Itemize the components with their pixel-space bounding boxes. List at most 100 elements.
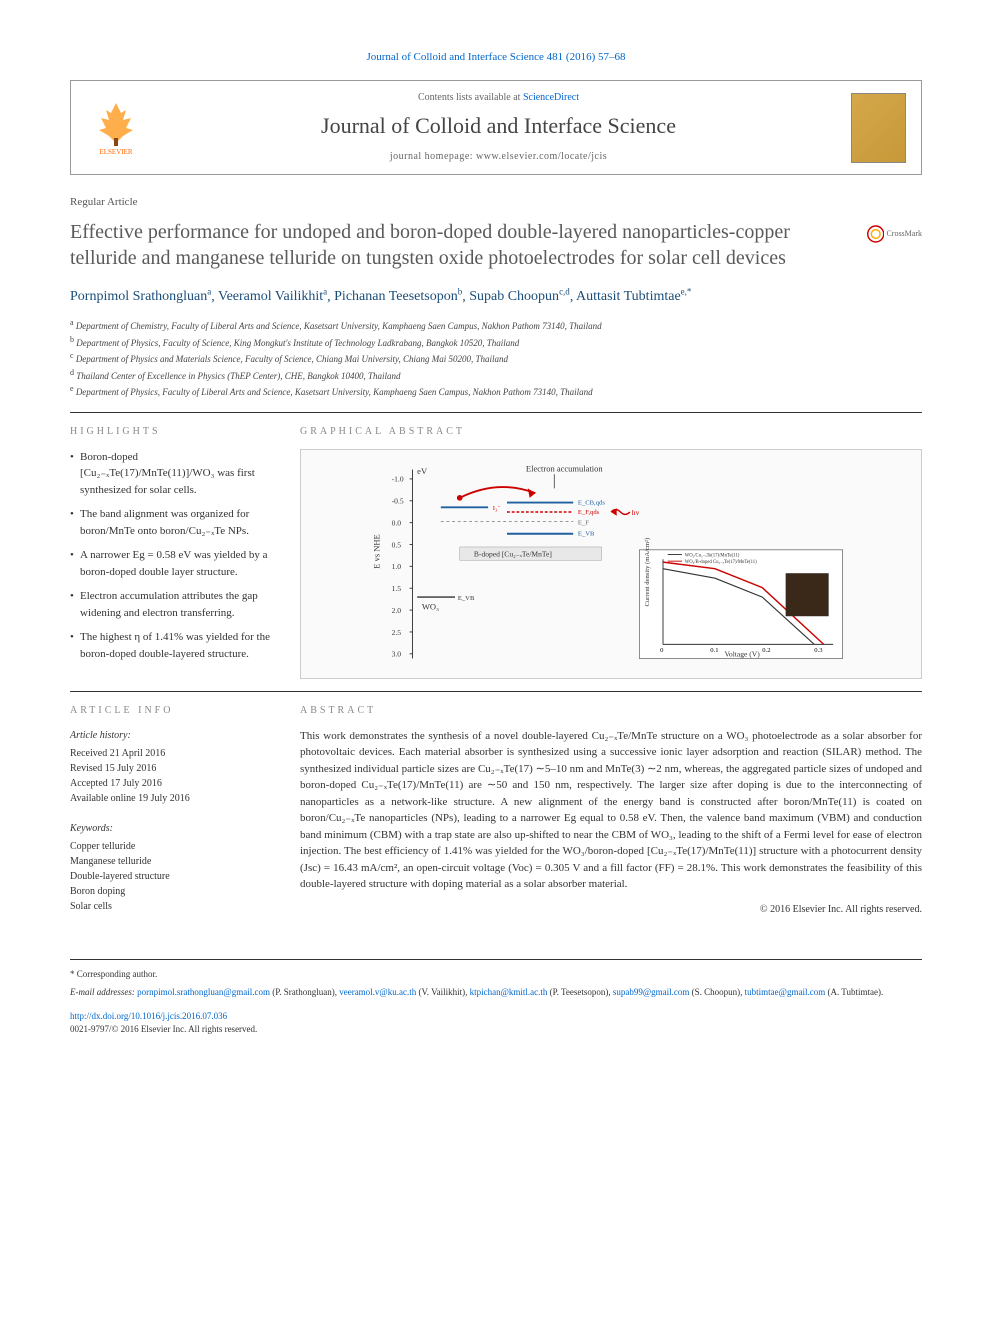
header-center: Contents lists available at ScienceDirec… [146, 91, 851, 164]
highlight-item: A narrower Eg = 0.58 eV was yielded by a… [70, 547, 270, 580]
journal-header-box: ELSEVIER Contents lists available at Sci… [70, 80, 922, 175]
email-link[interactable]: tubtimtae@gmail.com [745, 987, 826, 997]
journal-name: Journal of Colloid and Interface Science [146, 111, 851, 142]
contents-list-line: Contents lists available at ScienceDirec… [146, 91, 851, 105]
y-axis-label: E vs NHE [371, 534, 381, 568]
keyword: Solar cells [70, 899, 270, 914]
author: Supab Choopunc,d [469, 289, 570, 304]
svg-text:0.0: 0.0 [392, 518, 402, 527]
author: Pornpimol Srathongluana [70, 289, 211, 304]
sciencedirect-link[interactable]: ScienceDirect [523, 92, 579, 103]
keyword: Manganese telluride [70, 854, 270, 869]
svg-text:1.0: 1.0 [392, 562, 402, 571]
copyright-line: © 2016 Elsevier Inc. All rights reserved… [300, 903, 922, 917]
graphical-abstract-figure: E vs NHE eV -1.0-0.50.00.51.01.52.02.53.… [300, 449, 922, 679]
journal-cover-thumbnail [851, 93, 906, 163]
highlights-label: HIGHLIGHTS [70, 425, 270, 439]
corresponding-author-note: * Corresponding author. [70, 968, 922, 982]
info-abstract-row: ARTICLE INFO Article history: Received 2… [70, 704, 922, 929]
svg-text:1.5: 1.5 [392, 584, 402, 593]
publisher-logo: ELSEVIER [86, 93, 146, 163]
email-link[interactable]: pornpimol.srathongluan@gmail.com [137, 987, 270, 997]
highlights-ga-row: HIGHLIGHTS Boron-doped [Cu₂₋ₓTe(17)/MnTe… [70, 425, 922, 679]
affiliations-list: a Department of Chemistry, Faculty of Li… [70, 317, 922, 400]
svg-text:0.1: 0.1 [710, 647, 718, 654]
email-link[interactable]: veeramol.v@ku.ac.th [339, 987, 416, 997]
highlight-item: Electron accumulation attributes the gap… [70, 588, 270, 621]
keywords-block: Keywords: Copper tellurideManganese tell… [70, 821, 270, 914]
electron-accumulation-label: Electron accumulation [526, 463, 603, 473]
svg-text:E_F,qds: E_F,qds [578, 509, 600, 516]
divider [70, 412, 922, 413]
energy-band-diagram: E vs NHE eV -1.0-0.50.00.51.01.52.02.53.… [311, 460, 911, 668]
svg-text:WO₃/Cu₂₋ₓTe(17)/MnTe(11): WO₃/Cu₂₋ₓTe(17)/MnTe(11) [685, 553, 740, 558]
affiliation: b Department of Physics, Faculty of Scie… [70, 334, 922, 351]
svg-text:0.2: 0.2 [762, 647, 770, 654]
article-info-label: ARTICLE INFO [70, 704, 270, 718]
divider [70, 691, 922, 692]
doi-line: http://dx.doi.org/10.1016/j.jcis.2016.07… [70, 1010, 922, 1024]
highlights-list: Boron-doped [Cu₂₋ₓTe(17)/MnTe(11)]/WO₃ w… [70, 449, 270, 663]
keyword: Double-layered structure [70, 869, 270, 884]
keyword: Boron doping [70, 884, 270, 899]
graphical-abstract-column: GRAPHICAL ABSTRACT E vs NHE eV -1.0-0.50… [300, 425, 922, 679]
keyword: Copper telluride [70, 839, 270, 854]
crossmark-badge[interactable]: CrossMark [867, 219, 922, 249]
hv-label: hv [632, 508, 640, 517]
history-entry: Revised 15 July 2016 [70, 761, 270, 776]
svg-text:WO₃/B-doped Cu₂₋ₓTe(17)/MnTe(1: WO₃/B-doped Cu₂₋ₓTe(17)/MnTe(11) [685, 560, 757, 565]
history-heading: Article history: [70, 728, 270, 743]
history-entry: Accepted 17 July 2016 [70, 776, 270, 791]
email-addresses-line: E-mail addresses: pornpimol.srathongluan… [70, 986, 922, 1000]
email-link[interactable]: ktpichan@kmitl.ac.th [470, 987, 548, 997]
inset-y-label: Current density (mA/cm²) [644, 537, 651, 606]
affiliation: a Department of Chemistry, Faculty of Li… [70, 317, 922, 334]
journal-reference-link[interactable]: Journal of Colloid and Interface Science… [366, 51, 625, 63]
authors-list: Pornpimol Srathongluana, Veeramol Vailik… [70, 286, 922, 308]
svg-text:E_VB: E_VB [578, 530, 595, 537]
graphical-abstract-label: GRAPHICAL ABSTRACT [300, 425, 922, 439]
journal-homepage: journal homepage: www.elsevier.com/locat… [146, 150, 851, 164]
footer: * Corresponding author. E-mail addresses… [70, 959, 922, 1037]
affiliation: c Department of Physics and Materials Sc… [70, 350, 922, 367]
abstract-label: ABSTRACT [300, 704, 922, 718]
issn-copyright-line: 0021-9797/© 2016 Elsevier Inc. All right… [70, 1023, 922, 1037]
ev-label: eV [417, 466, 428, 476]
elsevier-tree-icon [91, 98, 141, 148]
journal-reference-header: Journal of Colloid and Interface Science… [70, 50, 922, 65]
highlights-column: HIGHLIGHTS Boron-doped [Cu₂₋ₓTe(17)/MnTe… [70, 425, 270, 679]
title-row: Effective performance for undoped and bo… [70, 219, 922, 271]
highlight-item: The highest η of 1.41% was yielded for t… [70, 629, 270, 662]
article-type: Regular Article [70, 195, 922, 210]
svg-text:0.3: 0.3 [814, 647, 823, 654]
svg-text:0.5: 0.5 [392, 540, 402, 549]
email-link[interactable]: supab99@gmail.com [613, 987, 690, 997]
svg-text:2.5: 2.5 [392, 628, 402, 637]
author: Pichanan Teesetsoponb [334, 289, 462, 304]
author: Auttasit Tubtimtaee,* [576, 289, 691, 304]
doi-link[interactable]: http://dx.doi.org/10.1016/j.jcis.2016.07… [70, 1011, 227, 1021]
keywords-heading: Keywords: [70, 821, 270, 836]
affiliation: e Department of Physics, Faculty of Libe… [70, 383, 922, 400]
svg-text:3.0: 3.0 [392, 649, 402, 658]
highlight-item: The band alignment was organized for bor… [70, 506, 270, 539]
highlight-item: Boron-doped [Cu₂₋ₓTe(17)/MnTe(11)]/WO₃ w… [70, 449, 270, 499]
svg-text:E_F: E_F [578, 519, 589, 526]
svg-text:-0.5: -0.5 [392, 496, 404, 505]
svg-text:E_CB,qds: E_CB,qds [578, 499, 605, 506]
affiliation: d Thailand Center of Excellence in Physi… [70, 367, 922, 384]
abstract-column: ABSTRACT This work demonstrates the synt… [300, 704, 922, 929]
article-title: Effective performance for undoped and bo… [70, 219, 867, 271]
history-entry: Available online 19 July 2016 [70, 791, 270, 806]
article-info-column: ARTICLE INFO Article history: Received 2… [70, 704, 270, 929]
wo3-label: WO₃ [422, 601, 439, 611]
article-history-block: Article history: Received 21 April 2016R… [70, 728, 270, 806]
svg-text:E_VB: E_VB [458, 595, 475, 602]
author: Veeramol Vailikhita [218, 289, 327, 304]
material-label: B-doped [Cu₂₋ₓTe/MnTe] [474, 549, 552, 558]
svg-text:I₃⁻: I₃⁻ [493, 505, 502, 512]
crossmark-icon [867, 224, 884, 244]
inset-x-label: Voltage (V) [724, 649, 760, 658]
svg-text:2.0: 2.0 [392, 606, 402, 615]
publisher-name: ELSEVIER [99, 148, 132, 158]
